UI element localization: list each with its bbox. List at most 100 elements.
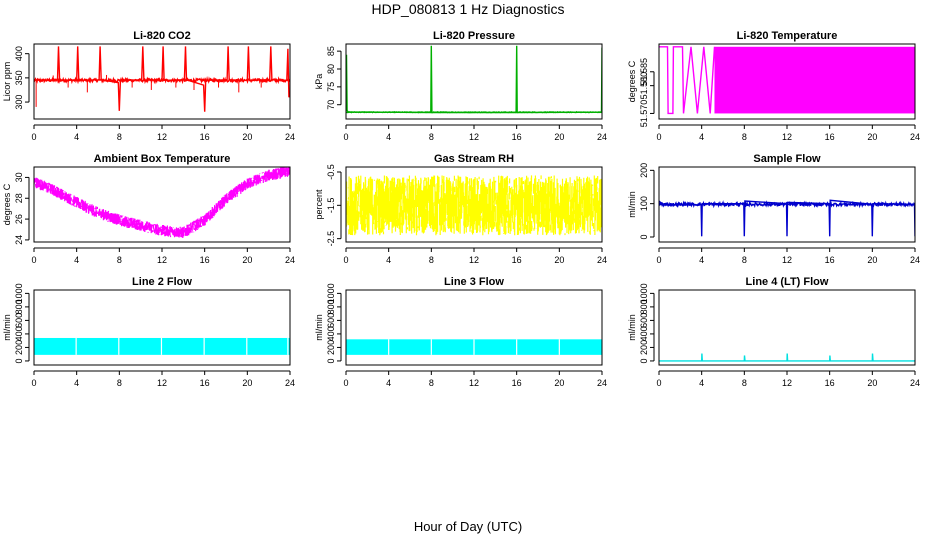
line2-flow-ytick-label-1000: 1000 [14,283,24,303]
panel-licor-temp: Li-820 Temperature degrees C 0 4 8 12 16 20 24 51… [627,30,920,142]
licor-temp-plot-area [659,46,915,115]
figure-xlabel: Hour of Day (UTC) [414,519,522,534]
licor-temp-title: Li-820 Temperature [737,30,838,42]
line3-flow-ytick-label-200: 200 [326,340,336,355]
co2-ytick-label-300: 300 [14,95,24,110]
panel-line4-flow: Line 4 (LT) Flow ml/min 0 4 8 12 16 20 24 0 200400… [627,276,920,388]
panel-line3-flow: Line 3 Flow ml/min 0 4 8 12 16 20 24 0 20040060080… [314,276,607,388]
pressure-xtick-label-0: 0 [343,132,348,142]
rh-title: Gas Stream RH [434,153,514,165]
line2-flow-xtick-label-24: 24 [285,378,295,388]
ambient-temp-ylabel: degrees C [2,183,12,225]
pressure-xtick-label-12: 12 [469,132,479,142]
co2-frame [33,43,291,120]
ambient-temp-xtick-label-12: 12 [157,255,167,265]
pressure-series-line [346,45,602,114]
line4-flow-ytick-label-600: 600 [639,313,649,328]
licor-temp-xtick-label-16: 16 [825,132,835,142]
line2-flow-xtick-label-8: 8 [117,378,122,388]
line4-flow-xtick-label-20: 20 [867,378,877,388]
pressure-xtick-label-8: 8 [429,132,434,142]
ambient-temp-xtick-label-4: 4 [74,255,79,265]
line2-flow-ytick-label-600: 600 [14,313,24,328]
rh-xtick-label-16: 16 [512,255,522,265]
line2-flow-ylabel: ml/min [2,314,12,341]
licor-temp-xtick-label-4: 4 [699,132,704,142]
line4-flow-ytick-label-200: 200 [639,340,649,355]
sample-flow-xtick-label-24: 24 [910,255,920,265]
licor-temp-xtick-label-0: 0 [656,132,661,142]
line3-flow-frame [345,289,603,366]
licor-temp-ytick-label-51.585: 51.585 [639,58,649,86]
licor-temp-ylabel: degrees C [627,60,637,102]
pressure-xtick-label-4: 4 [386,132,391,142]
line4-flow-title: Line 4 (LT) Flow [746,276,829,288]
line2-flow-plot-area [34,337,290,355]
line4-flow-xtick-label-12: 12 [782,378,792,388]
line4-flow-xtick-label-24: 24 [910,378,920,388]
panel-sample-flow: Sample Flow ml/min 0 4 8 12 16 20 24 0 100 200 [627,153,920,265]
sample-flow-xtick-label-8: 8 [742,255,747,265]
panel-pressure: Li-820 Pressure kPa 0 4 8 12 16 20 24 70 75 80 85 [314,30,607,142]
co2-xtick-label-20: 20 [242,132,252,142]
ambient-temp-xtick-label-8: 8 [117,255,122,265]
rh-xtick-label-20: 20 [554,255,564,265]
pressure-ytick-label-85: 85 [326,46,336,56]
ambient-temp-xtick-label-16: 16 [200,255,210,265]
rh-ytick-label--1.5: -1.5 [326,198,336,214]
co2-plot-area [34,46,290,112]
panel-co2: Li-820 CO2 Licor ppm 0 4 8 12 16 20 24 300 350 400 [2,30,295,142]
pressure-ytick-label-70: 70 [326,100,336,110]
ambient-temp-plot-area [34,167,290,238]
rh-xtick-label-24: 24 [597,255,607,265]
line3-flow-xtick-label-4: 4 [386,378,391,388]
pressure-frame [345,43,603,120]
line4-flow-xtick-label-0: 0 [656,378,661,388]
sample-flow-plot-area [659,199,915,237]
sample-flow-ytick-label-0: 0 [639,234,649,239]
line2-flow-xtick-label-4: 4 [74,378,79,388]
rh-series-line [346,175,602,236]
rh-frame [345,166,603,243]
line2-flow-ytick-label-800: 800 [14,299,24,314]
co2-ytick-label-350: 350 [14,70,24,85]
line3-flow-xtick-label-24: 24 [597,378,607,388]
line3-flow-plot-area [346,339,602,355]
line3-flow-ytick-label-400: 400 [326,326,336,341]
line4-flow-xtick-label-8: 8 [742,378,747,388]
pressure-ylabel: kPa [314,74,324,90]
co2-xtick-label-4: 4 [74,132,79,142]
sample-flow-xtick-label-16: 16 [825,255,835,265]
co2-title: Li-820 CO2 [133,30,190,42]
sample-flow-title: Sample Flow [753,153,821,165]
rh-xtick-label-12: 12 [469,255,479,265]
rh-xtick-label-4: 4 [386,255,391,265]
panel-rh: Gas Stream RH percent 0 4 8 12 16 20 24 -2.5 -1.5 -… [314,153,607,265]
sample-flow-xtick-label-4: 4 [699,255,704,265]
licor-temp-ytick-label-51.58: 51.580 [639,72,649,100]
licor-temp-ytick-label-51.57: 51.570 [639,100,649,128]
pressure-xtick-label-24: 24 [597,132,607,142]
co2-xtick-label-16: 16 [200,132,210,142]
licor-temp-frame [658,43,916,120]
sample-flow-ytick-label-100: 100 [639,196,649,211]
licor-temp-xtick-label-20: 20 [867,132,877,142]
sample-flow-ytick-label-200: 200 [639,163,649,178]
pressure-title: Li-820 Pressure [433,30,515,42]
co2-xtick-label-24: 24 [285,132,295,142]
co2-xtick-label-12: 12 [157,132,167,142]
rh-ytick-label--0.5: -0.5 [326,164,336,180]
line3-flow-ytick-label-0: 0 [326,358,336,363]
line4-flow-ytick-label-400: 400 [639,326,649,341]
panel-ambient-temp: Ambient Box Temperature degrees C 0 4 8 12 16 2… [2,153,295,265]
licor-temp-xtick-label-12: 12 [782,132,792,142]
co2-series-line [34,46,290,112]
line4-flow-ytick-label-800: 800 [639,299,649,314]
ambient-temp-xtick-label-20: 20 [242,255,252,265]
rh-plot-area [346,175,602,236]
line2-flow-xtick-label-16: 16 [200,378,210,388]
line3-flow-xtick-label-8: 8 [429,378,434,388]
ambient-temp-ytick-label-28: 28 [14,193,24,203]
